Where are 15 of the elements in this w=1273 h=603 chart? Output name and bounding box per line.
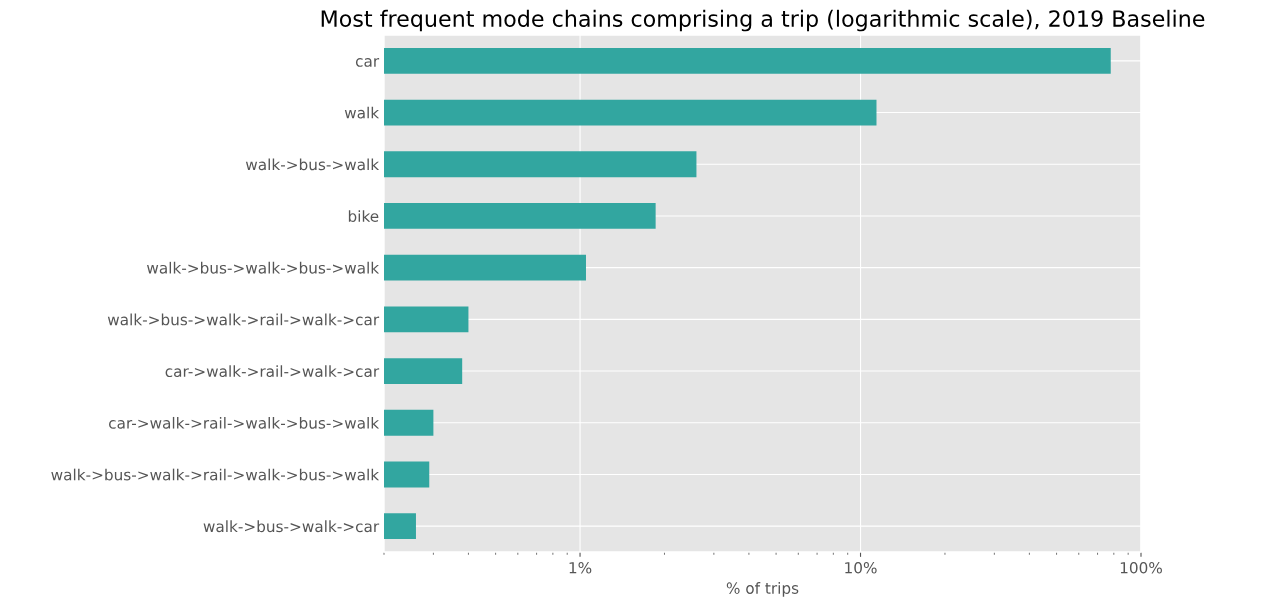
x-axis-title: % of trips bbox=[726, 582, 799, 597]
x-tick-label: 1% bbox=[569, 561, 592, 574]
y-tick-label: walk->bus->walk->car bbox=[203, 520, 380, 533]
y-tick-label: car->walk->rail->walk->bus->walk bbox=[109, 416, 380, 429]
y-tick-label: walk->bus->walk->rail->walk->bus->walk bbox=[51, 468, 380, 481]
y-tick-label: walk->bus->walk->bus->walk bbox=[147, 261, 380, 274]
y-tick-label: walk bbox=[344, 106, 380, 119]
y-tick-label: car bbox=[355, 58, 380, 67]
y-tick-label: walk->bus->walk->rail->walk->car bbox=[107, 313, 380, 326]
x-tick-label: 100% bbox=[1120, 561, 1162, 574]
x-tick-label: 10% bbox=[845, 561, 877, 574]
y-tick-label: car->walk->rail->walk->car bbox=[165, 365, 380, 378]
chart-title: Most frequent mode chains comprising a trip (logarithmic scale), 2019 Baseline bbox=[321, 9, 1205, 32]
y-tick-label: bike bbox=[348, 210, 379, 222]
y-tick-label: walk->bus->walk bbox=[245, 158, 380, 171]
